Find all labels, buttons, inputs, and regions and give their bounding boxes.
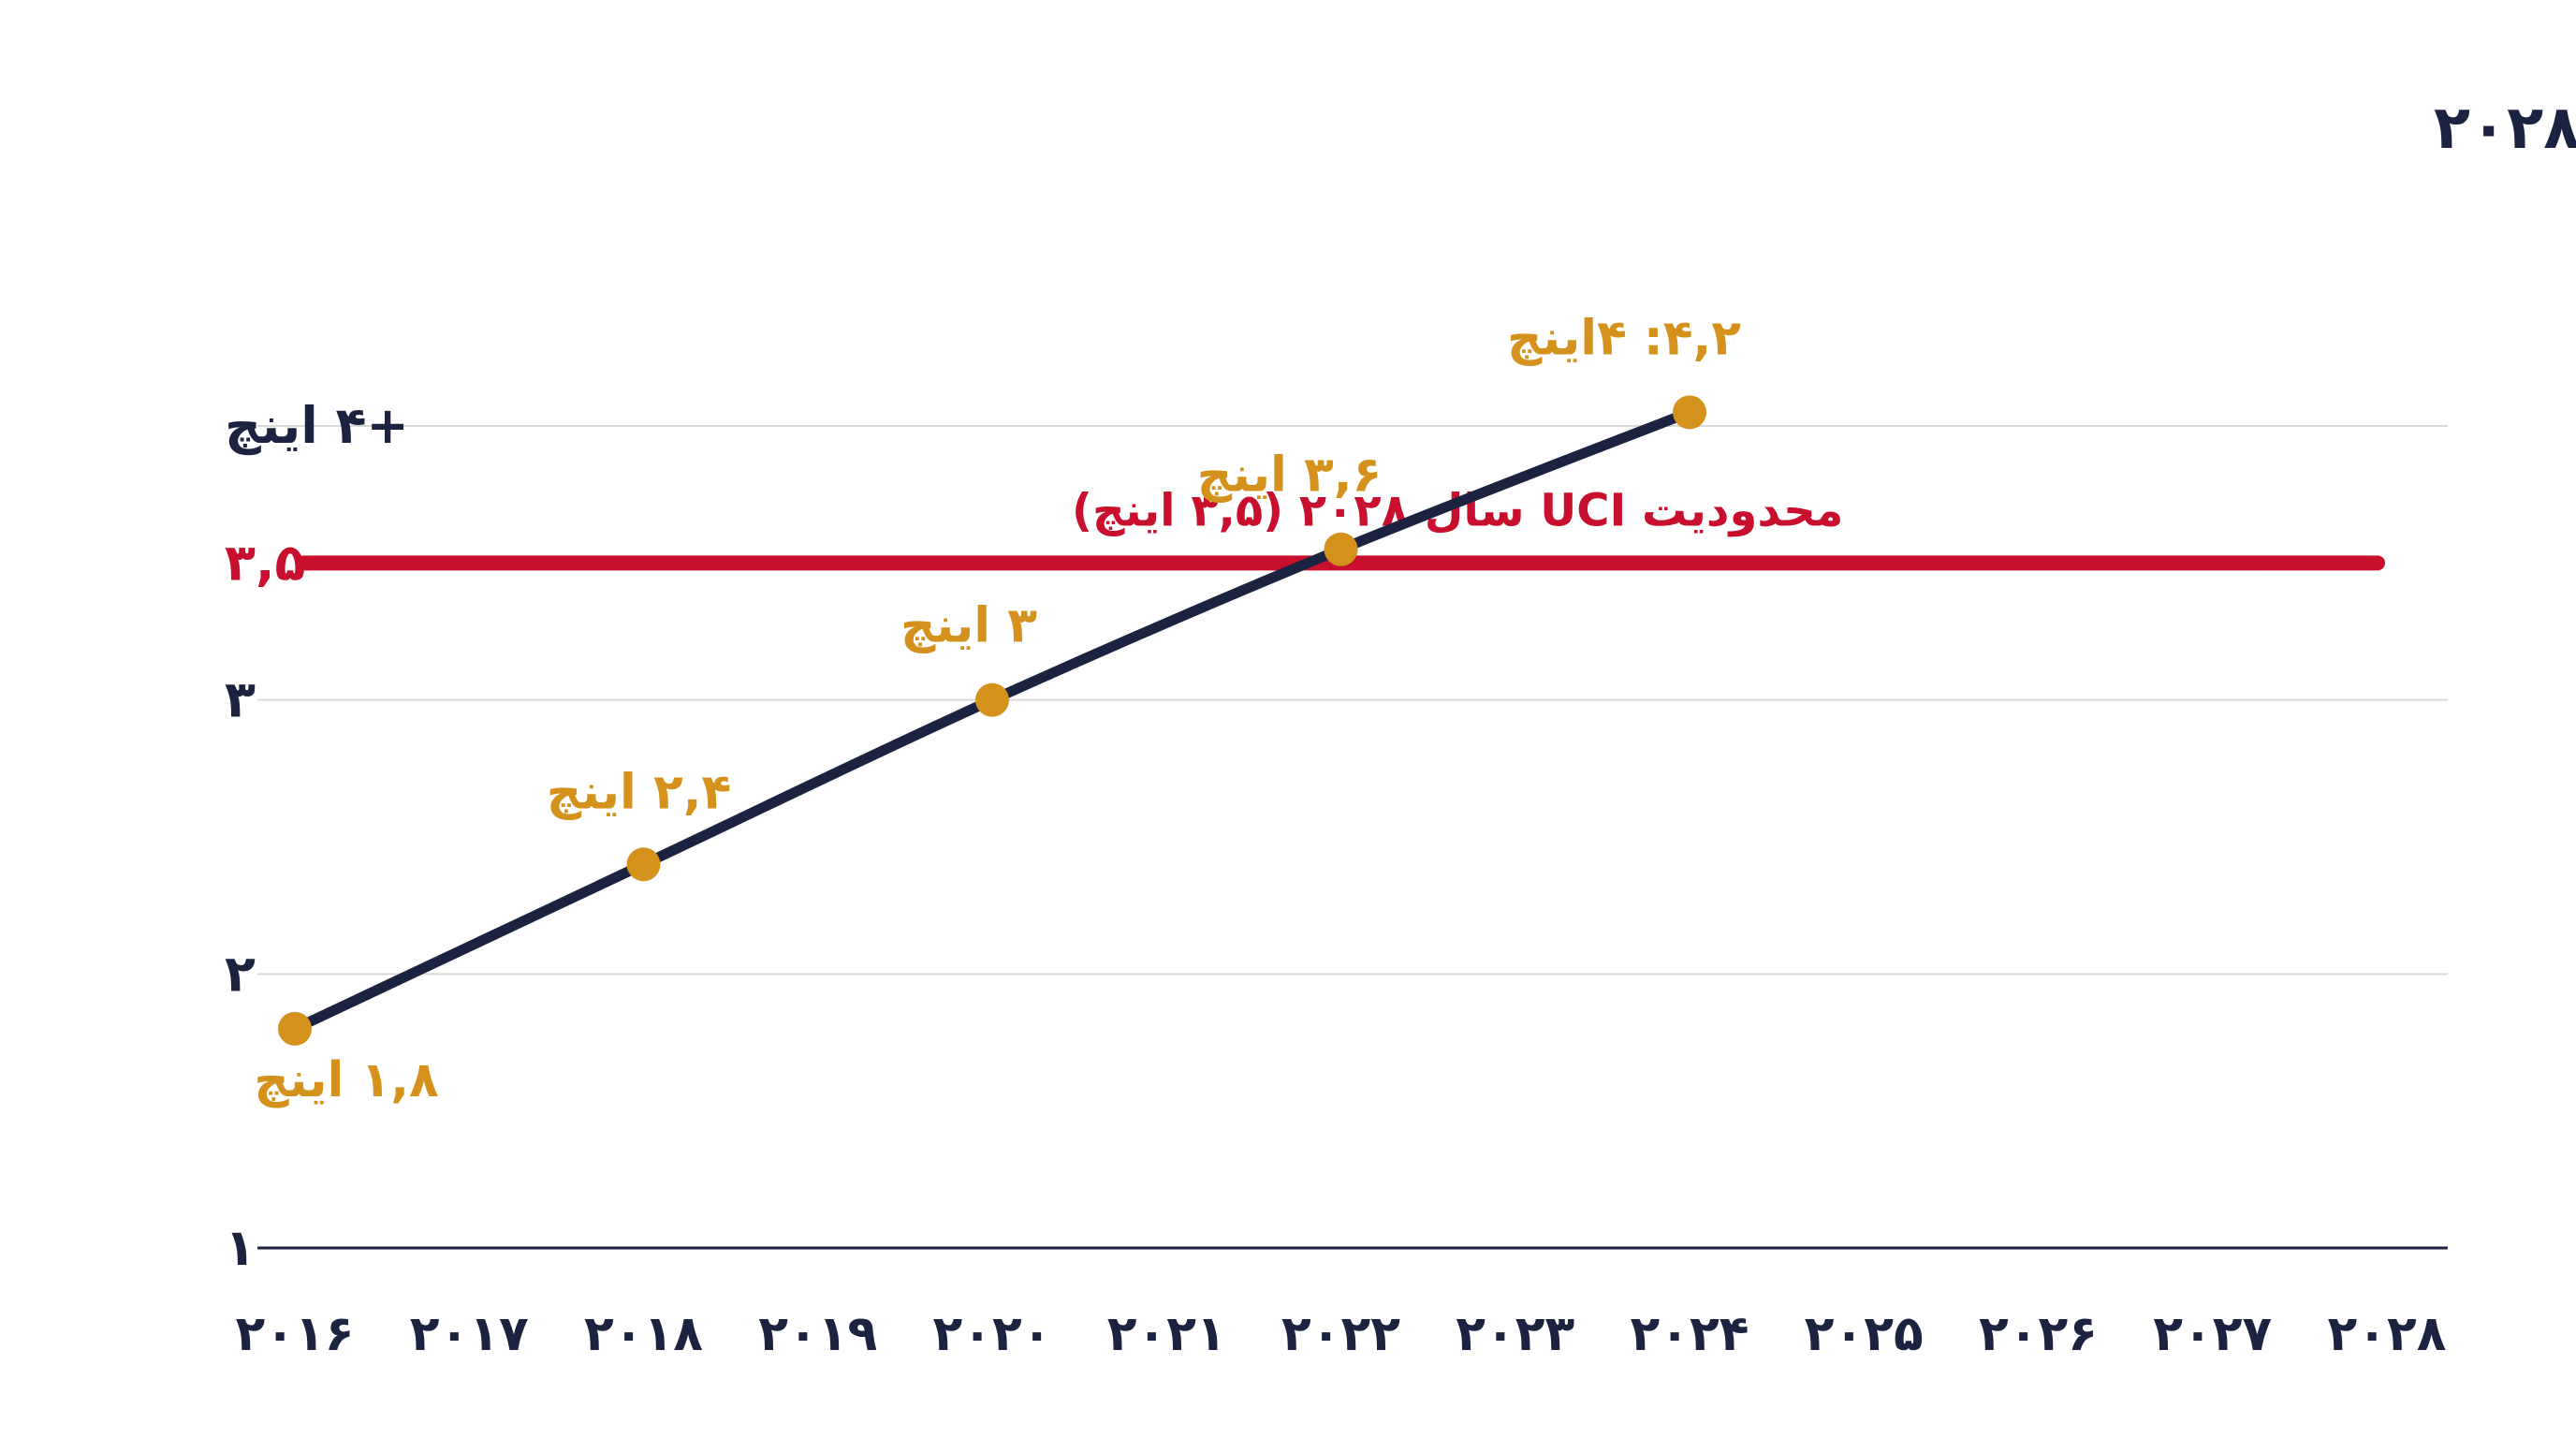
data-point: [1673, 395, 1706, 430]
data-label: ۳,۶ اینچ: [1197, 448, 1382, 504]
x-tick-label: ۲۰۲۳: [1456, 1306, 1574, 1362]
data-label: ۴,۲: ۴اینچ: [1507, 310, 1741, 366]
gridlines: [257, 425, 2448, 1250]
data-label: ۲,۴ اینچ: [547, 764, 731, 820]
y-tick-label: ۱: [225, 1218, 256, 1277]
y-tick-label: ۳: [225, 670, 256, 729]
x-tick-label: ۲۰۲۷: [2153, 1306, 2272, 1362]
data-labels: ۱,۸ اینچ ۲,۴ اینچ ۳ اینچ ۳,۶ اینچ ۴,۲: ۴اینچ: [254, 310, 1741, 1108]
x-tick-label: ۲۰۱۶: [236, 1306, 355, 1362]
data-point: [1324, 532, 1358, 566]
x-axis-ticks: ۲۰۱۶ ۲۰۱۷ ۲۰۱۸ ۲۰۱۹ ۲۰۲۰ ۲۰۲۱ ۲۰۲۲ ۲۰۲۳ ۲۰۲۴ ۲۰۲۵…: [236, 1306, 2447, 1362]
x-tick-label: ۲۰۲۴: [1631, 1306, 1749, 1362]
x-tick-label: ۲۰۲۵: [1805, 1306, 1924, 1362]
x-tick-label: ۲۰۱۹: [758, 1306, 877, 1362]
x-tick-label: ۲۰۱۸: [584, 1306, 703, 1362]
x-tick-label: ۲۰۲۲: [1281, 1306, 1400, 1362]
y-axis-ticks: ۱ ۲ ۳ ۳,۵ +۴ اینچ: [225, 396, 409, 1277]
data-point: [626, 847, 661, 882]
series-group: [278, 395, 1706, 1046]
x-tick-label: ۲۰۲۱: [1107, 1306, 1226, 1362]
x-tick-label: ۲۰۲۶: [1979, 1306, 2098, 1362]
y-tick-label: ۲: [225, 944, 256, 1003]
limit-line-label: محدودیت UCI سال ۲۰۲۸ (۳,۵ اینچ): [1072, 484, 1843, 536]
y-tick-label: +۴ اینچ: [225, 396, 409, 455]
x-tick-label: ۲۰۲۸: [2328, 1306, 2447, 1362]
chart-title: مقایسه اندازه صفحه کامپیوترهای دوچرخه‌سو…: [2434, 94, 2576, 163]
data-point: [278, 1011, 312, 1046]
data-label: ۳ اینچ: [900, 598, 1037, 654]
data-label: ۱,۸ اینچ: [254, 1052, 438, 1108]
y-tick-label: ۳,۵: [225, 533, 305, 592]
data-point: [975, 682, 1009, 717]
x-tick-label: ۲۰۲۰: [933, 1306, 1052, 1362]
x-tick-label: ۲۰۱۷: [410, 1306, 529, 1362]
